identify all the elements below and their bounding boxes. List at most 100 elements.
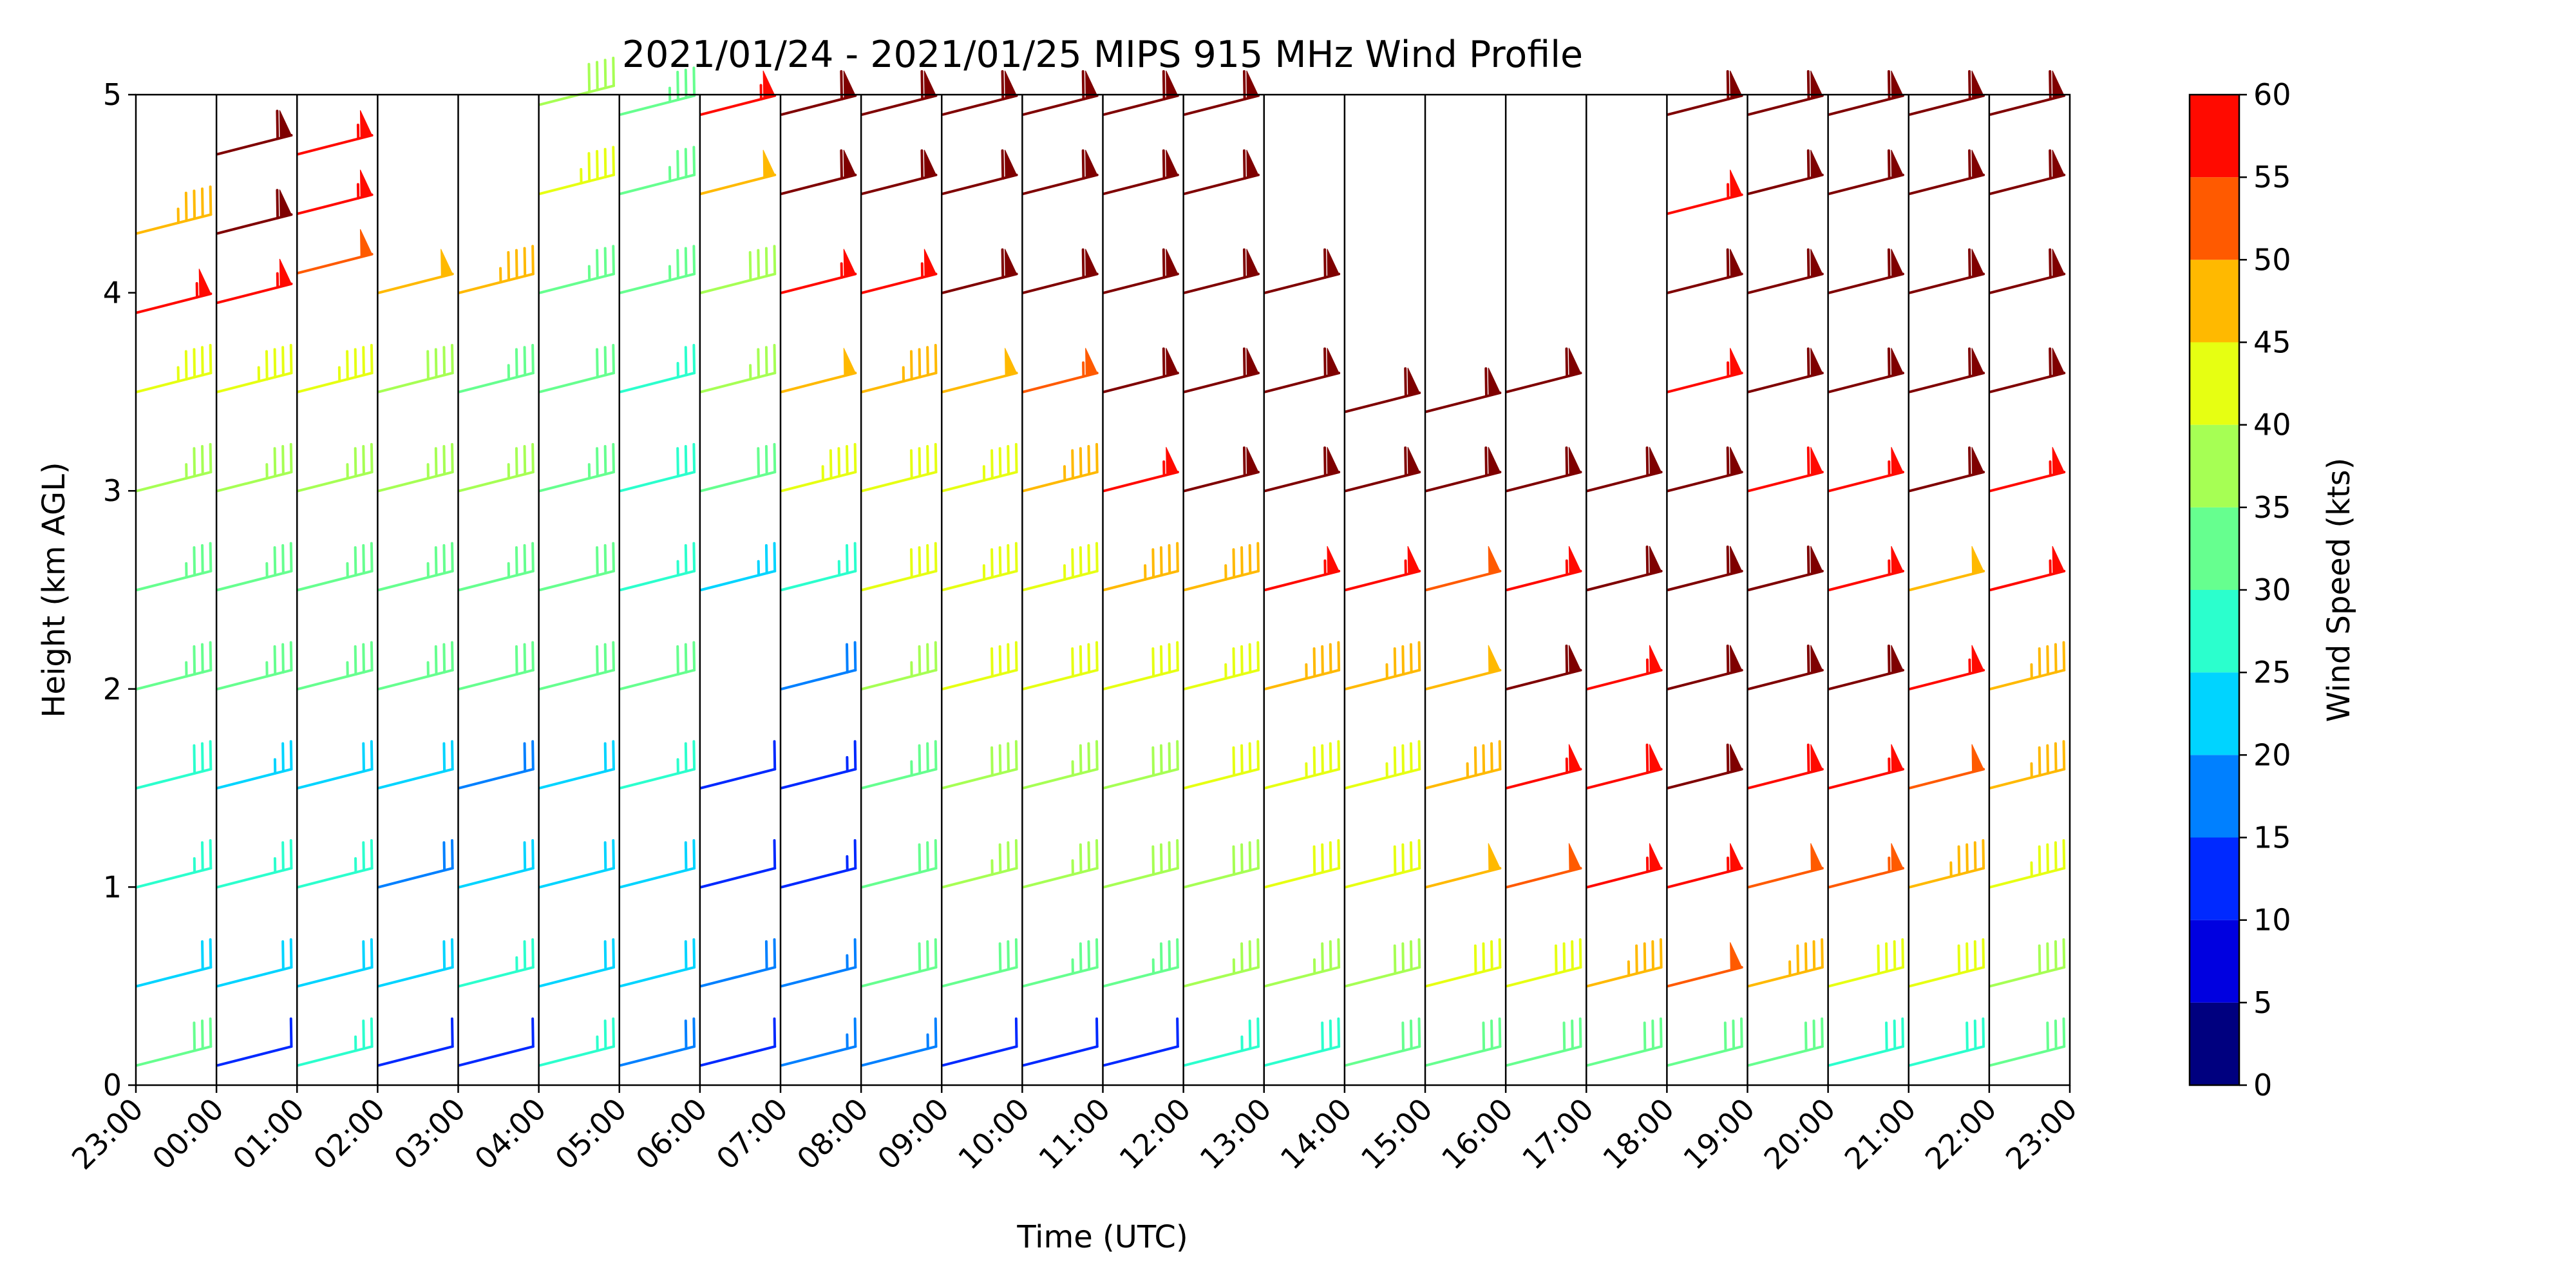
barb-feather	[684, 147, 688, 178]
barb-feather	[603, 544, 607, 575]
barb-shaft	[1425, 569, 1502, 591]
barb-shaft	[1103, 471, 1179, 493]
barb-feather	[451, 1017, 454, 1048]
barb-flag	[2052, 348, 2065, 377]
barb-feather	[757, 447, 761, 478]
barb-feather	[603, 742, 607, 773]
barb-shaft	[377, 1045, 454, 1067]
barb-flag	[1327, 348, 1340, 377]
barb-flag	[1327, 249, 1340, 278]
colorbar-segment	[2190, 590, 2239, 673]
barb-feather	[1176, 938, 1179, 969]
colorbar-segments	[2190, 95, 2239, 1085]
barb-shaft	[216, 867, 293, 889]
barb-shaft	[1908, 94, 1985, 116]
wind-profile-column	[619, 66, 696, 1067]
barb-shaft	[1586, 966, 1663, 988]
barb-shaft	[136, 867, 213, 889]
barb-shaft	[538, 471, 615, 493]
colorbar-segment	[2190, 837, 2239, 920]
barb-shaft	[781, 173, 857, 195]
plot-area	[135, 57, 2071, 1086]
barb-shaft	[538, 569, 615, 591]
barb-feather	[2062, 641, 2066, 672]
barb-shaft	[942, 966, 1018, 988]
barb-shaft	[1908, 569, 1985, 591]
barb-feather	[1901, 938, 1904, 969]
barb-feather	[1982, 1017, 1985, 1048]
barb-shaft	[942, 569, 1018, 591]
barb-feather	[354, 447, 357, 478]
barb-feather	[523, 544, 527, 575]
barb-shaft	[699, 173, 777, 195]
barb-shaft	[699, 867, 777, 889]
barb-flag	[1810, 348, 1823, 377]
barb-feather	[276, 189, 279, 220]
barb-feather	[1482, 1021, 1486, 1052]
barb-feather	[1482, 942, 1486, 973]
barb-shaft	[942, 867, 1018, 889]
barb-feather	[596, 61, 599, 91]
barb-flag	[1246, 70, 1259, 99]
barb-feather	[1973, 940, 1977, 971]
barb-shaft	[942, 1045, 1018, 1067]
barb-feather	[289, 641, 293, 672]
barb-shaft	[942, 768, 1018, 790]
barb-feather	[1248, 940, 1252, 971]
colorbar-segment	[2190, 672, 2239, 755]
barb-feather	[684, 841, 688, 872]
barb-shaft	[861, 867, 938, 889]
barb-shaft	[1103, 966, 1179, 988]
barb-shaft	[1908, 372, 1985, 393]
barb-feather	[1007, 445, 1010, 476]
barb-flag	[1085, 149, 1098, 178]
barb-shaft	[699, 372, 777, 393]
barb-flag	[1488, 843, 1501, 872]
barb-feather	[1645, 446, 1649, 477]
barb-feather	[1248, 643, 1252, 674]
barb-shaft	[1667, 768, 1743, 790]
wind-profile-column	[1022, 70, 1099, 1067]
barb-shaft	[1183, 966, 1260, 988]
barb-feather	[289, 542, 293, 573]
barb-flag	[1730, 545, 1743, 574]
barb-feather	[515, 546, 518, 577]
barb-feather	[362, 940, 365, 971]
barb-shaft	[1908, 272, 1985, 294]
wind-profile-column	[781, 70, 857, 1067]
barb-shaft	[942, 173, 1018, 195]
barb-shaft	[1103, 768, 1179, 790]
barb-shaft	[377, 272, 454, 294]
barb-shaft	[136, 569, 213, 591]
wind-profile-column	[1667, 70, 1743, 1067]
barb-flag	[359, 229, 373, 258]
barb-feather	[1659, 938, 1663, 969]
barb-shaft	[1425, 471, 1502, 493]
barb-shaft	[1183, 867, 1260, 889]
wind-profile-column	[297, 110, 374, 1067]
barb-feather	[1337, 641, 1341, 672]
barb-feather	[451, 641, 454, 672]
barb-feather	[764, 940, 768, 971]
barb-shaft	[1344, 391, 1421, 413]
barb-feather	[998, 942, 1002, 973]
barb-shaft	[1183, 1045, 1260, 1067]
barb-feather	[1242, 347, 1246, 378]
barb-flag	[1246, 348, 1259, 377]
barb-feather	[1957, 845, 1961, 876]
barb-shaft	[942, 471, 1018, 493]
barb-feather	[909, 449, 913, 480]
barb-shaft	[1183, 272, 1260, 294]
wind-profile-column	[1344, 367, 1421, 1067]
barb-feather	[1176, 641, 1179, 672]
barb-shaft	[297, 134, 374, 156]
barb-shaft	[458, 272, 535, 294]
barb-shaft	[377, 372, 454, 393]
barb-feather	[362, 544, 365, 575]
barb-shaft	[699, 272, 777, 294]
barb-shaft	[1264, 1045, 1341, 1067]
barb-feather	[434, 348, 438, 379]
barb-shaft	[216, 966, 293, 988]
colorbar-tick-label: 15	[2253, 820, 2291, 855]
barb-shaft	[136, 372, 213, 393]
